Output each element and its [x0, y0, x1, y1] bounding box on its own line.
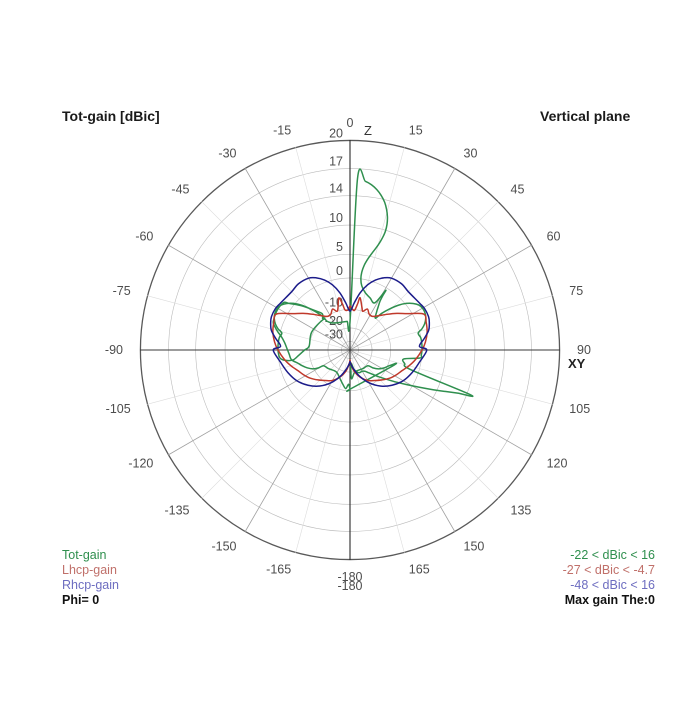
svg-text:10: 10: [329, 211, 343, 225]
svg-text:15: 15: [409, 124, 423, 138]
svg-text:XY: XY: [568, 356, 586, 371]
svg-text:5: 5: [336, 240, 343, 254]
svg-text:-105: -105: [106, 402, 131, 416]
svg-text:Z: Z: [364, 123, 372, 138]
svg-text:75: 75: [569, 284, 583, 298]
svg-text:14: 14: [329, 182, 343, 196]
svg-text:-30: -30: [218, 146, 236, 160]
svg-text:135: 135: [511, 504, 532, 518]
svg-text:105: 105: [569, 402, 590, 416]
svg-text:-15: -15: [273, 124, 291, 138]
svg-text:-165: -165: [266, 562, 291, 576]
svg-text:-30: -30: [325, 327, 343, 341]
svg-text:150: 150: [464, 540, 485, 554]
svg-text:60: 60: [547, 230, 561, 244]
svg-text:-45: -45: [171, 183, 189, 197]
svg-text:-135: -135: [164, 504, 189, 518]
svg-text:30: 30: [464, 146, 478, 160]
svg-text:17: 17: [329, 155, 343, 169]
svg-text:-60: -60: [135, 230, 153, 244]
svg-text:90: 90: [577, 343, 591, 357]
svg-text:-120: -120: [128, 457, 153, 471]
svg-text:0: 0: [336, 264, 343, 278]
svg-text:120: 120: [547, 457, 568, 471]
svg-text:0: 0: [347, 116, 354, 130]
svg-text:-90: -90: [105, 343, 123, 357]
svg-text:20: 20: [329, 126, 343, 140]
svg-text:-75: -75: [113, 284, 131, 298]
svg-text:-150: -150: [211, 540, 236, 554]
svg-text:45: 45: [511, 183, 525, 197]
svg-text:-10: -10: [325, 295, 343, 309]
svg-text:-180: -180: [337, 579, 362, 593]
svg-text:165: 165: [409, 562, 430, 576]
